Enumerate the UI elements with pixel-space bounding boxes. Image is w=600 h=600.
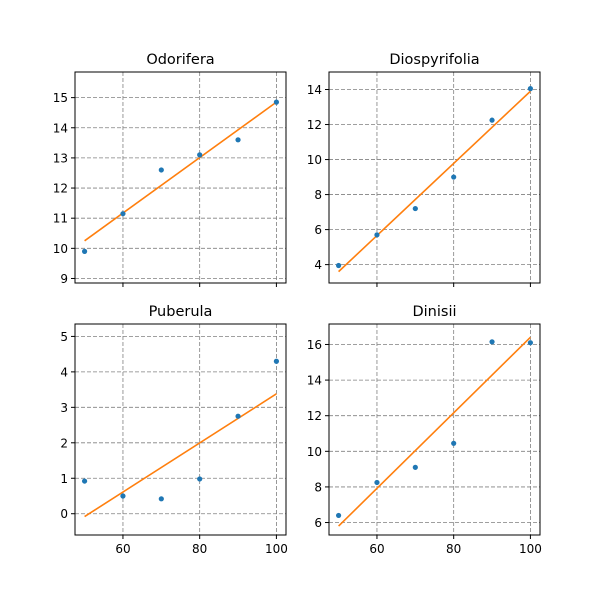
y-tick-label: 14 [53, 121, 68, 135]
y-tick-label: 10 [307, 445, 322, 459]
subplot-puberula: Puberula 60 80 100 0 1 2 3 4 5 [60, 304, 288, 556]
fit-line [338, 90, 531, 273]
y-tick-label: 13 [53, 151, 68, 165]
y-tick-label: 5 [60, 330, 68, 344]
data-point [158, 167, 164, 173]
y-tick-label: 4 [314, 258, 322, 272]
data-point [527, 340, 534, 346]
y-tick-label: 3 [60, 401, 68, 415]
y-tick-label: 15 [53, 91, 68, 105]
subplot-dinisii: Dinisii 60 80 100 6 8 10 12 14 16 [307, 304, 542, 556]
y-tick-label: 12 [307, 409, 322, 423]
y-tick-label: 12 [307, 118, 322, 132]
subplot-title: Puberula [149, 304, 213, 320]
data-point [451, 440, 457, 446]
data-point [120, 493, 126, 499]
data-point [197, 152, 203, 158]
y-tick-label: 14 [307, 83, 322, 97]
fit-line [338, 336, 531, 527]
data-point [81, 478, 88, 484]
data-point [273, 358, 280, 364]
data-point [412, 464, 418, 470]
data-point [120, 211, 126, 217]
x-tick-label: 80 [446, 542, 461, 556]
y-tick-label: 12 [53, 182, 68, 196]
data-point [335, 262, 342, 269]
y-tick-label: 16 [307, 338, 322, 352]
axes-frame [328, 71, 541, 284]
subplot-diospyrifolia: Diospyrifolia 4 6 8 10 12 14 [307, 52, 541, 287]
subplot-title: Dinisii [412, 304, 456, 320]
axes-frame [74, 323, 287, 536]
y-tick-label: 6 [314, 516, 322, 530]
y-tick-label: 1 [60, 472, 68, 486]
data-point [335, 512, 342, 519]
subplot-title: Odorifera [146, 52, 214, 68]
y-tick-label: 6 [314, 223, 322, 237]
x-tick-label: 100 [265, 542, 288, 556]
y-tick-label: 14 [307, 374, 322, 388]
y-tick-label: 10 [307, 153, 322, 167]
x-tick-label: 60 [115, 542, 130, 556]
y-tick-label: 0 [60, 507, 68, 521]
data-point [489, 117, 495, 123]
data-point [158, 496, 164, 502]
data-point [412, 205, 418, 212]
y-tick-label: 8 [314, 188, 322, 202]
y-tick-label: 10 [53, 242, 68, 256]
axes-frame [328, 323, 541, 536]
data-point [374, 232, 380, 238]
data-point [489, 339, 495, 345]
data-point [235, 413, 241, 419]
data-point [197, 476, 203, 482]
fit-line [84, 393, 277, 518]
y-tick-label: 9 [60, 272, 68, 286]
x-tick-label: 100 [519, 542, 542, 556]
data-point [451, 174, 457, 180]
y-tick-label: 8 [314, 480, 322, 494]
data-point [235, 137, 241, 143]
data-point [527, 86, 534, 92]
y-tick-label: 4 [60, 365, 68, 379]
fit-line [84, 101, 277, 242]
axes-frame [74, 71, 287, 284]
x-tick-label: 60 [369, 542, 384, 556]
y-tick-label: 2 [60, 436, 68, 450]
x-tick-label: 80 [192, 542, 207, 556]
data-point [273, 99, 280, 105]
data-point [374, 479, 380, 486]
subplot-odorifera: Odorifera 9 10 11 12 13 14 15 [53, 52, 287, 287]
subplot-title: Diospyrifolia [389, 52, 479, 68]
data-point [81, 248, 88, 254]
y-tick-label: 11 [53, 212, 68, 226]
